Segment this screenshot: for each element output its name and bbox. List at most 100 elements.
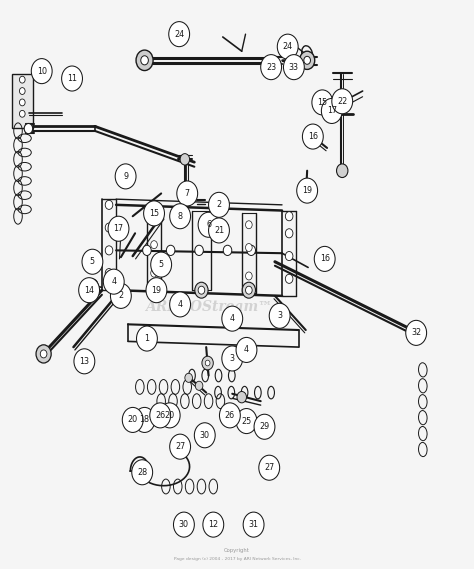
Circle shape (141, 56, 148, 65)
Circle shape (246, 221, 252, 229)
Circle shape (236, 409, 257, 434)
Circle shape (219, 403, 240, 428)
Circle shape (337, 164, 348, 178)
Circle shape (312, 90, 333, 115)
Text: 10: 10 (36, 67, 47, 76)
Text: 27: 27 (175, 442, 185, 451)
Circle shape (198, 286, 205, 294)
Text: 8: 8 (178, 212, 182, 221)
Text: 25: 25 (241, 417, 252, 426)
Circle shape (205, 360, 210, 366)
Text: Page design (c) 2004 - 2017 by ARI Network Services, Inc.: Page design (c) 2004 - 2017 by ARI Netwo… (173, 556, 301, 561)
Text: 4: 4 (111, 277, 116, 286)
Text: 26: 26 (225, 411, 235, 420)
Circle shape (136, 50, 153, 71)
Text: 33: 33 (289, 63, 299, 72)
Circle shape (203, 512, 224, 537)
Circle shape (122, 407, 143, 432)
Text: 26: 26 (155, 411, 165, 420)
Circle shape (300, 51, 315, 69)
Circle shape (195, 381, 203, 390)
Text: 30: 30 (179, 520, 189, 529)
Text: 20: 20 (128, 415, 138, 424)
Circle shape (185, 373, 192, 382)
Text: 7: 7 (185, 189, 190, 198)
Circle shape (195, 245, 203, 255)
Text: 5: 5 (90, 257, 95, 266)
Circle shape (143, 245, 151, 255)
Circle shape (236, 337, 257, 362)
Circle shape (170, 434, 191, 459)
Circle shape (150, 403, 171, 428)
Circle shape (19, 76, 25, 83)
Circle shape (105, 200, 113, 209)
Circle shape (246, 244, 252, 251)
Circle shape (202, 356, 213, 370)
Circle shape (409, 323, 422, 339)
Text: 24: 24 (174, 30, 184, 39)
Circle shape (283, 55, 304, 80)
Circle shape (132, 460, 153, 485)
Circle shape (19, 99, 25, 106)
Text: 2: 2 (118, 291, 123, 300)
Circle shape (246, 272, 252, 280)
Circle shape (115, 164, 136, 189)
Circle shape (151, 286, 157, 294)
Circle shape (40, 350, 47, 358)
Circle shape (151, 218, 157, 226)
Text: 17: 17 (113, 224, 124, 233)
Text: 21: 21 (214, 226, 224, 235)
Text: 14: 14 (84, 286, 94, 295)
Circle shape (261, 55, 282, 80)
Bar (12, 74, 33, 128)
Circle shape (222, 346, 243, 371)
Text: 29: 29 (259, 422, 270, 431)
Circle shape (301, 183, 314, 199)
Circle shape (180, 154, 190, 165)
Circle shape (19, 88, 25, 94)
Circle shape (169, 22, 190, 47)
Text: 16: 16 (319, 254, 330, 263)
Circle shape (222, 306, 243, 331)
Text: 9: 9 (123, 172, 128, 181)
Text: 23: 23 (266, 63, 276, 72)
Circle shape (31, 59, 52, 84)
Circle shape (74, 349, 95, 374)
Text: 27: 27 (264, 463, 274, 472)
Circle shape (105, 246, 113, 255)
Text: 15: 15 (317, 98, 328, 107)
Circle shape (332, 89, 353, 114)
Circle shape (19, 110, 25, 117)
Text: 4: 4 (230, 314, 235, 323)
Text: 22: 22 (337, 97, 347, 106)
Text: 11: 11 (67, 74, 77, 83)
Circle shape (103, 269, 124, 294)
Circle shape (304, 56, 310, 64)
Circle shape (412, 328, 418, 335)
Text: 6: 6 (206, 220, 211, 229)
Circle shape (82, 249, 103, 274)
Circle shape (198, 212, 219, 237)
Circle shape (151, 241, 157, 249)
Text: Copyright: Copyright (224, 549, 250, 553)
Circle shape (170, 204, 191, 229)
Text: ARI-POStream™: ARI-POStream™ (145, 300, 272, 314)
Text: 5: 5 (159, 260, 164, 269)
Circle shape (277, 34, 298, 59)
Circle shape (137, 326, 157, 351)
Text: 12: 12 (208, 520, 219, 529)
Circle shape (321, 98, 342, 123)
Text: 30: 30 (200, 431, 210, 440)
Text: 4: 4 (244, 345, 249, 354)
Circle shape (246, 286, 252, 294)
Text: 3: 3 (277, 311, 282, 320)
Circle shape (285, 229, 293, 238)
Circle shape (243, 512, 264, 537)
Circle shape (151, 269, 157, 277)
Text: 16: 16 (308, 132, 318, 141)
Circle shape (134, 407, 155, 432)
Text: 1: 1 (145, 334, 149, 343)
Text: 28: 28 (137, 468, 147, 477)
Text: 4: 4 (178, 300, 182, 309)
Circle shape (166, 245, 175, 255)
